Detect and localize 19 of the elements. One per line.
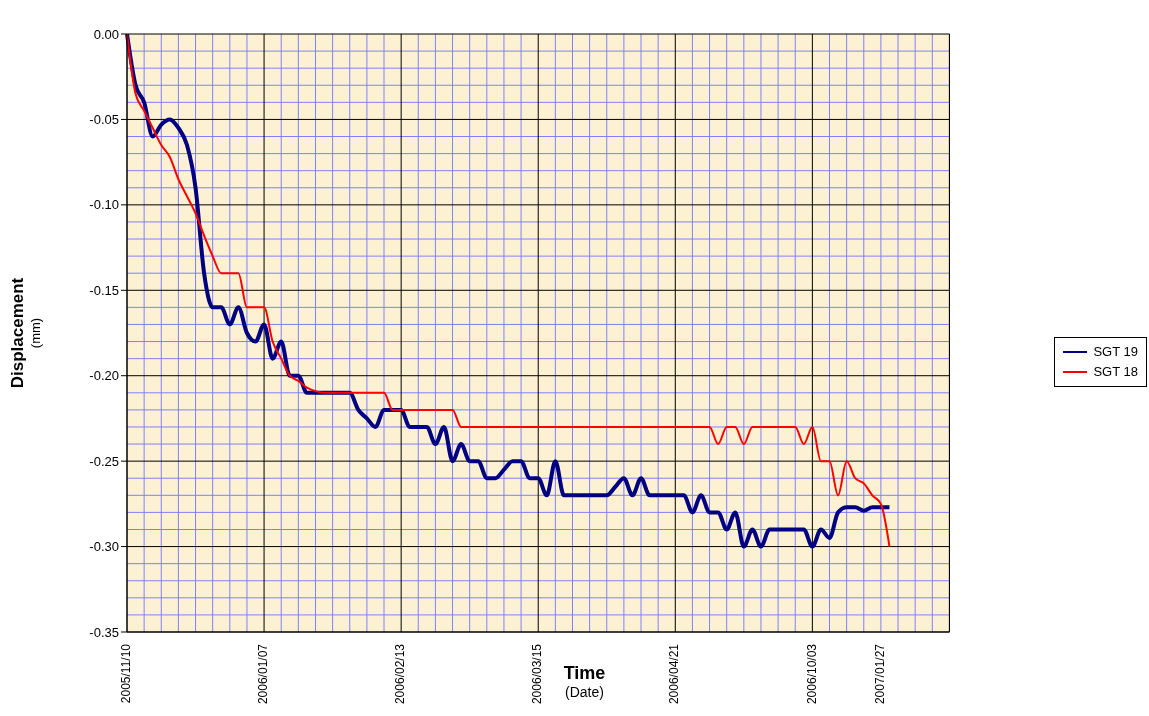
y-tick-label: -0.20 bbox=[89, 368, 119, 384]
x-axis-title: Time (Date) bbox=[563, 663, 606, 700]
legend-label: SGT 18 bbox=[1093, 363, 1138, 381]
y-tick-label: -0.25 bbox=[89, 453, 119, 469]
y-tick-label: -0.15 bbox=[89, 282, 119, 298]
y-tick-label: -0.30 bbox=[89, 539, 119, 555]
y-tick-label: -0.35 bbox=[89, 624, 119, 640]
y-axis-title: Displacement (mm) bbox=[8, 276, 43, 391]
y-tick-label: 0.00 bbox=[93, 26, 119, 42]
x-tick-label: 2005/11/10 bbox=[119, 643, 134, 704]
x-tick-label: 2006/10/03 bbox=[804, 643, 819, 705]
x-tick-label: 2007/01/27 bbox=[873, 643, 888, 705]
x-tick-label: 2006/02/13 bbox=[393, 643, 408, 705]
y-tick-label: -0.10 bbox=[89, 197, 119, 213]
x-tick-label: 2006/04/21 bbox=[667, 643, 682, 705]
x-tick-label: 2006/01/07 bbox=[256, 643, 271, 705]
x-tick-label: 2006/03/15 bbox=[530, 643, 545, 705]
y-tick-label: -0.05 bbox=[89, 112, 119, 128]
legend-label: SGT 19 bbox=[1093, 343, 1138, 361]
